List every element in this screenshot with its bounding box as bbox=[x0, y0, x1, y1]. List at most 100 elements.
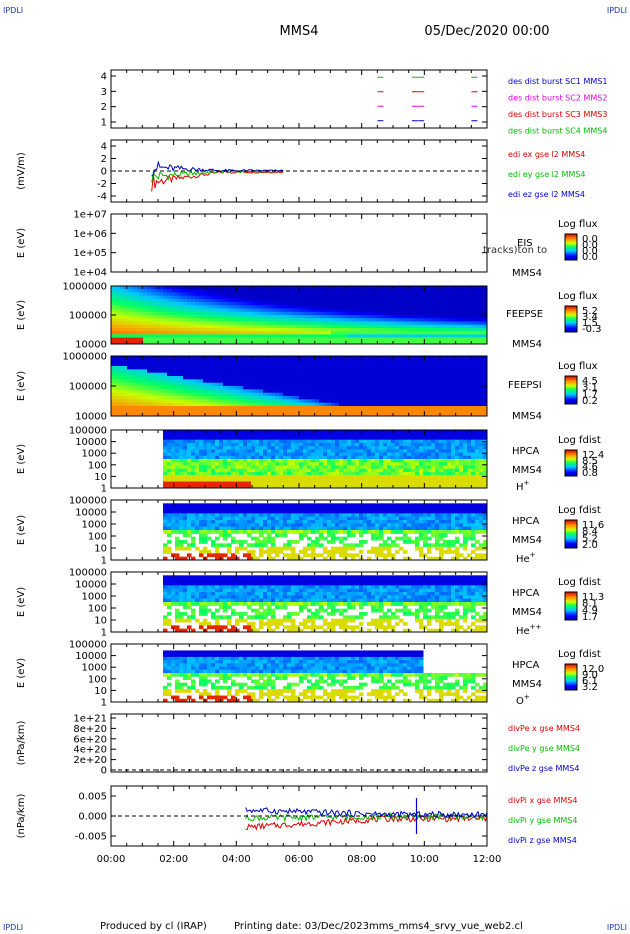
spectrogram-cell bbox=[471, 399, 476, 404]
spectrogram-cell bbox=[315, 475, 320, 479]
spectrogram-cell bbox=[243, 452, 248, 457]
spectrogram-cell bbox=[299, 452, 304, 457]
spectrogram-cell bbox=[199, 412, 204, 417]
spectrogram-cell bbox=[463, 331, 468, 335]
spectrogram-cell bbox=[163, 484, 168, 489]
spectrogram-cell bbox=[443, 337, 448, 342]
spectrogram-cell bbox=[483, 356, 488, 360]
spectrogram-cell bbox=[151, 308, 156, 313]
spectrogram-cell bbox=[111, 289, 116, 293]
spectrogram-cell bbox=[239, 379, 244, 384]
spectrogram-cell bbox=[451, 409, 456, 414]
spectrogram-cell bbox=[139, 340, 144, 345]
spectrogram-cell bbox=[415, 459, 420, 463]
spectrogram-cell bbox=[399, 402, 404, 407]
spectrogram-cell bbox=[191, 402, 196, 407]
spectrogram-cell bbox=[279, 468, 284, 473]
spectrogram-cell bbox=[295, 295, 300, 300]
spectrogram-cell bbox=[251, 386, 256, 390]
spectrogram-cell bbox=[443, 409, 448, 414]
spectrogram-cell bbox=[295, 286, 300, 290]
spectrogram-cell bbox=[243, 430, 248, 434]
spectrogram-cell bbox=[123, 318, 128, 322]
spectrogram-cell bbox=[119, 412, 124, 417]
spectrogram-cell bbox=[255, 399, 260, 404]
spectrogram-cell bbox=[235, 327, 240, 332]
spectrogram-cell bbox=[111, 359, 116, 364]
spectrogram-cell bbox=[231, 433, 236, 437]
spectrogram-cell bbox=[403, 321, 408, 326]
spectrogram-cell bbox=[279, 475, 284, 479]
spectrogram-cell bbox=[295, 321, 300, 326]
spectrogram-cell bbox=[111, 396, 116, 400]
spectrogram-cell bbox=[435, 298, 440, 303]
spectrogram-cell bbox=[199, 392, 204, 397]
spectrogram-cell bbox=[259, 286, 264, 290]
legend-entry: des dist burst SC2 MMS2 bbox=[508, 94, 607, 103]
spectrogram-cell bbox=[111, 379, 116, 384]
spectrogram-cell bbox=[151, 289, 156, 293]
spectrogram-cell bbox=[355, 459, 360, 463]
spectrogram-cell bbox=[215, 356, 220, 360]
spectrogram-cell bbox=[199, 340, 204, 345]
spectrogram-cell bbox=[311, 366, 316, 370]
spectrogram-cell bbox=[303, 406, 308, 410]
spectrogram-cell bbox=[279, 376, 284, 380]
spectrogram-cell bbox=[375, 337, 380, 342]
spectrogram-cell bbox=[123, 399, 128, 404]
spectrogram-cell bbox=[455, 372, 460, 377]
spectrogram-cell bbox=[415, 399, 420, 404]
spectrogram-cell bbox=[223, 321, 228, 326]
spectrogram-cell bbox=[207, 334, 212, 339]
spectrogram-cell bbox=[419, 382, 424, 387]
spectrogram-cell bbox=[287, 295, 292, 300]
spectrogram-cell bbox=[307, 369, 312, 374]
spectrogram-cell bbox=[371, 399, 376, 404]
spectrogram-cell bbox=[451, 318, 456, 322]
spectrogram-cell bbox=[439, 292, 444, 297]
spectrogram-cell bbox=[271, 340, 276, 345]
spectrogram-cell bbox=[347, 369, 352, 374]
spectrogram-cell bbox=[307, 406, 312, 410]
spectrogram-cell bbox=[351, 446, 356, 450]
spectrogram-cell bbox=[275, 321, 280, 326]
spectrogram-cell bbox=[247, 475, 252, 479]
spectrogram-cell bbox=[299, 481, 304, 486]
spectrogram-cell bbox=[379, 462, 384, 466]
spectrogram-cell bbox=[135, 321, 140, 326]
spectrogram-cell bbox=[315, 392, 320, 397]
spectrogram-cell bbox=[195, 478, 200, 483]
spectrogram-cell bbox=[427, 475, 432, 479]
spectrogram-cell bbox=[211, 386, 216, 390]
spectrogram-cell bbox=[479, 379, 484, 384]
spectrogram-cell bbox=[135, 362, 140, 367]
spectrogram-cell bbox=[231, 402, 236, 407]
spectrogram-cell bbox=[451, 356, 456, 360]
spectrogram-cell bbox=[223, 359, 228, 364]
spectrogram-cell bbox=[179, 459, 184, 463]
spectrogram-cell bbox=[371, 406, 376, 410]
spectrogram-cell bbox=[311, 340, 316, 345]
spectrogram-cell bbox=[423, 392, 428, 397]
spectrogram-cell bbox=[383, 471, 388, 476]
spectrogram-cell bbox=[331, 439, 336, 444]
spectrogram-cell bbox=[391, 439, 396, 444]
spectrogram-cell bbox=[347, 334, 352, 339]
spectrogram-cell bbox=[147, 331, 152, 335]
spectrogram-cell bbox=[339, 334, 344, 339]
spectrogram-cell bbox=[407, 399, 412, 404]
spectrogram-cell bbox=[471, 337, 476, 342]
spectrogram-cell bbox=[119, 362, 124, 367]
spectrogram-cell bbox=[375, 481, 380, 486]
spectrogram-cell bbox=[287, 372, 292, 377]
spectrogram-cell bbox=[183, 449, 188, 454]
spectrogram-cell bbox=[319, 406, 324, 410]
spectrogram-cell bbox=[211, 327, 216, 332]
spectrogram-cell bbox=[175, 409, 180, 414]
spectrogram-cell bbox=[415, 298, 420, 303]
spectrogram-cell bbox=[239, 430, 244, 434]
spectrogram-cell bbox=[383, 449, 388, 454]
spectrogram-cell bbox=[323, 446, 328, 450]
spectrogram-cell bbox=[391, 331, 396, 335]
spectrogram-cell bbox=[479, 289, 484, 293]
